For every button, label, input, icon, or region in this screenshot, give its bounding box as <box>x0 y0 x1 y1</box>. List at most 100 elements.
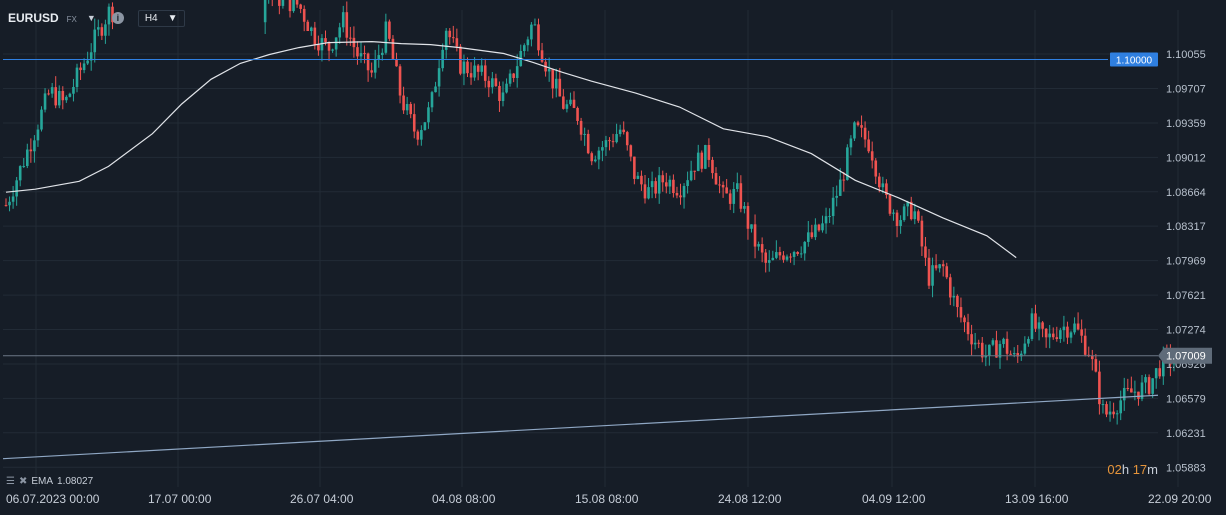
candle-body <box>1151 378 1154 394</box>
candle-body <box>682 185 686 198</box>
candle-body <box>576 107 579 121</box>
chevron-down-icon[interactable]: ▼ <box>86 13 96 23</box>
candle-body <box>870 151 874 161</box>
candle-body <box>998 344 1002 358</box>
time-tick-label: 04.09 12:00 <box>862 492 926 506</box>
candle-body <box>57 90 61 106</box>
candle-body <box>327 42 331 51</box>
candle-body <box>689 170 693 181</box>
candle-body <box>22 165 26 167</box>
candle-body <box>782 255 785 260</box>
candle-body <box>995 340 998 358</box>
candle-body <box>878 176 881 188</box>
candle-body <box>700 152 704 169</box>
timeframe-select[interactable]: H4 ▼ <box>137 9 185 27</box>
candle-body <box>1091 355 1094 360</box>
candle-body <box>373 59 377 73</box>
candle-body <box>764 252 767 263</box>
candle-body <box>601 147 604 151</box>
candle-body <box>523 45 526 52</box>
market-label: FX <box>66 14 77 24</box>
current-tag-bg <box>1158 347 1212 364</box>
candle-body <box>391 38 395 59</box>
time-tick-label: 17.07 00:00 <box>148 492 212 506</box>
candle-body <box>885 183 888 196</box>
candle-body <box>1133 391 1137 393</box>
candle-body <box>547 69 551 72</box>
candle-body <box>292 0 295 12</box>
candle-body <box>381 52 384 56</box>
time-tick-label: 22.09 20:00 <box>1148 492 1212 506</box>
candle-body <box>721 184 725 188</box>
candle-body <box>899 220 902 226</box>
candle-body <box>977 342 980 344</box>
candle-body <box>398 66 402 96</box>
current-tag-label: 1.07009 <box>1166 351 1206 363</box>
candle-body <box>79 67 82 71</box>
candle-body <box>515 66 519 78</box>
candle-body <box>462 61 466 74</box>
candle-body <box>633 156 636 179</box>
candle-body <box>966 322 970 335</box>
candle-body <box>29 149 33 152</box>
candle-body <box>714 173 718 185</box>
symbol-label[interactable]: EURUSD <box>8 11 59 25</box>
candle-body <box>807 232 810 242</box>
candle-body <box>100 27 104 36</box>
candle-body <box>583 133 586 135</box>
candle-body <box>86 60 89 64</box>
candle-body <box>1130 388 1133 393</box>
candle-body <box>849 138 853 148</box>
candle-body <box>558 78 562 97</box>
candle-body <box>696 152 700 172</box>
candle-body <box>810 232 814 238</box>
candle-body <box>334 37 338 50</box>
candle-body <box>1119 400 1122 414</box>
info-icon[interactable]: i <box>111 12 124 24</box>
candle-body <box>913 211 917 220</box>
candle-body <box>1115 413 1119 415</box>
candle-body <box>1051 333 1055 338</box>
candle-body <box>1105 404 1108 415</box>
close-icon[interactable]: ✖ <box>18 476 28 487</box>
candle-body <box>1098 371 1101 405</box>
candle-body <box>1069 332 1073 338</box>
candle-body <box>317 44 320 51</box>
candle-body <box>324 38 327 43</box>
candle-body <box>991 340 995 345</box>
candle-body <box>459 46 462 74</box>
candle-body <box>704 145 707 169</box>
candle-body <box>924 246 927 258</box>
list-icon[interactable]: ☰ <box>6 476 15 487</box>
candle-body <box>1154 368 1158 379</box>
candle-body <box>650 181 654 188</box>
candle-body <box>1044 328 1048 338</box>
candle-body <box>359 53 363 57</box>
candle-body <box>931 265 934 286</box>
candle-body <box>104 24 107 36</box>
candle-body <box>831 197 835 217</box>
candle-body <box>888 195 892 214</box>
candle-body <box>654 181 657 194</box>
candle-body <box>760 244 764 253</box>
candle-body <box>927 257 931 286</box>
timer-minutes: 17 <box>1132 462 1148 477</box>
candle-body <box>448 30 452 38</box>
candle-body <box>1108 411 1112 415</box>
trend-line[interactable] <box>2 394 1159 460</box>
candle-body <box>725 187 728 194</box>
candle-body <box>945 266 949 278</box>
candle-body <box>860 125 863 128</box>
candle-body <box>874 160 878 177</box>
candle-body <box>551 69 554 89</box>
candle-body <box>1066 326 1069 338</box>
timer-minutes-unit: m <box>1147 462 1158 477</box>
candle-body <box>675 193 679 196</box>
candle-body <box>569 99 572 105</box>
candle-body <box>487 80 491 88</box>
candle-body <box>622 129 625 133</box>
candle-body <box>895 212 899 226</box>
candle-body <box>288 0 292 12</box>
candle-body <box>778 252 782 256</box>
